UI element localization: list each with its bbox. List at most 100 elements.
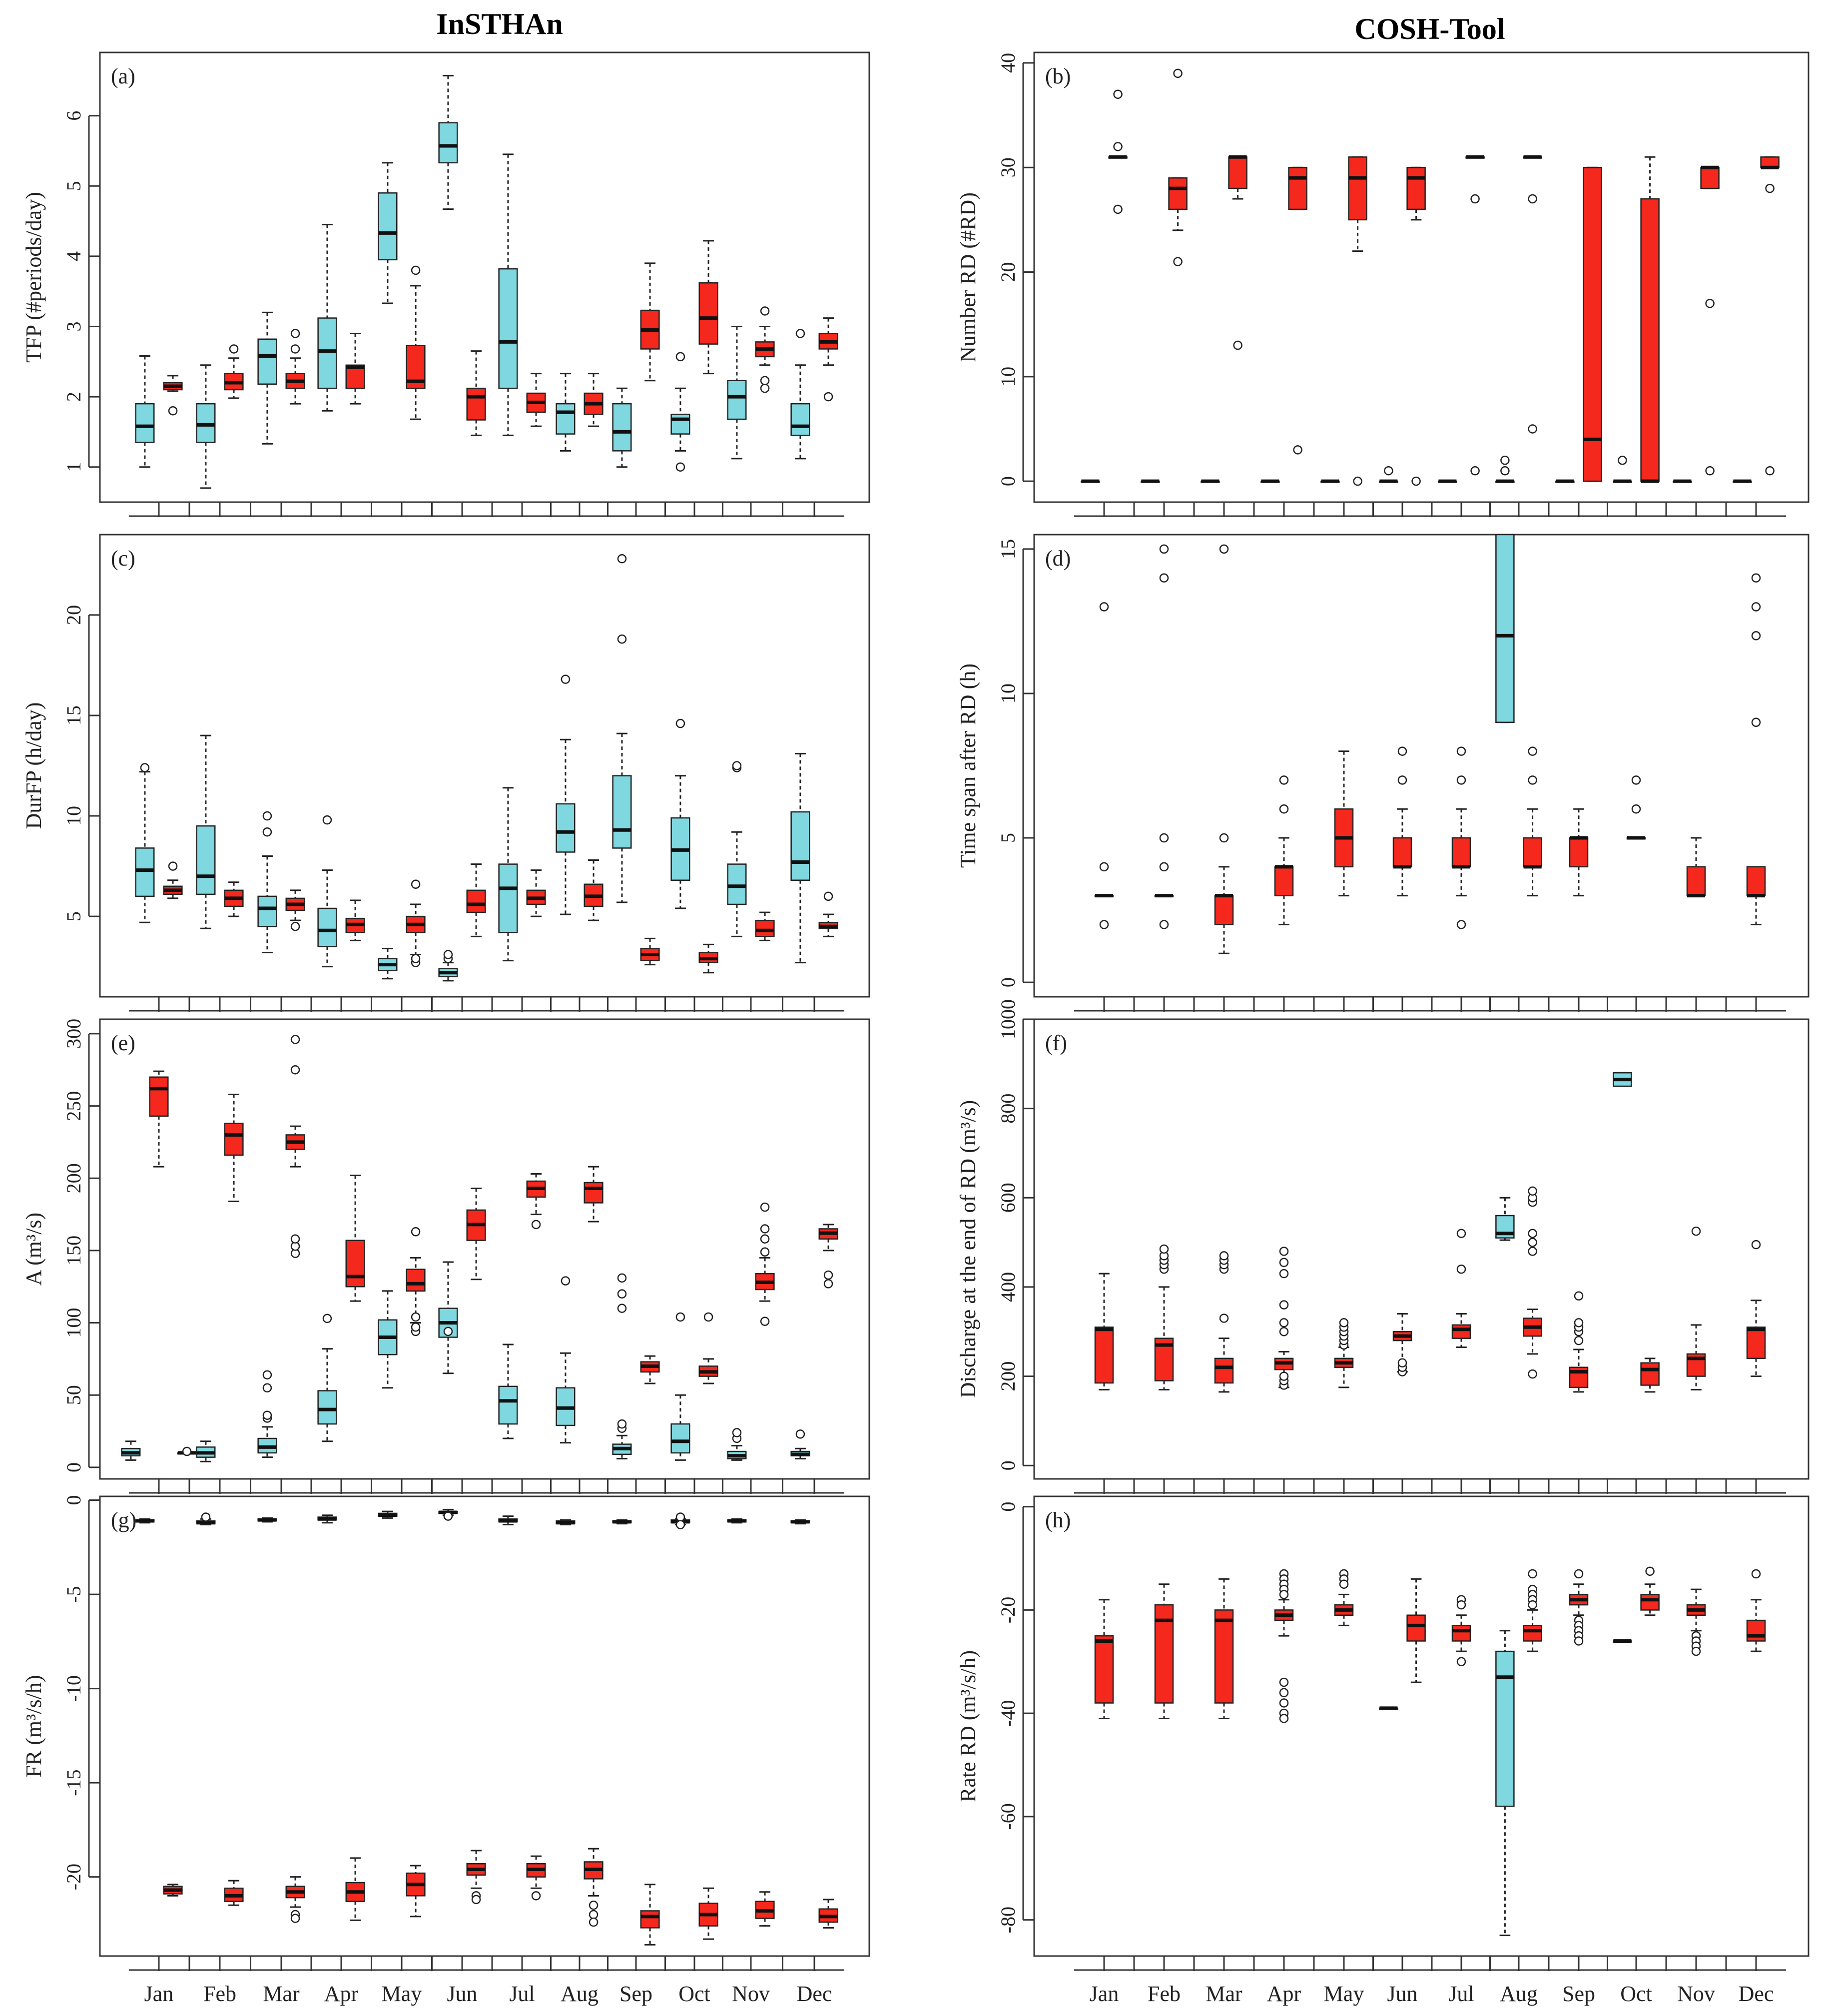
outlier-point — [1113, 142, 1123, 151]
x-month-label: Dec — [797, 1982, 832, 2006]
x-month-label: Jan — [144, 1982, 174, 2006]
box-body — [1686, 866, 1706, 896]
box-body — [438, 122, 458, 164]
box-oct-red — [698, 1312, 718, 1384]
x-month-label: May — [382, 1982, 422, 2006]
outlier-point — [675, 1512, 685, 1522]
box-jun-cyan — [1379, 1706, 1398, 1710]
y-tick-label: 150 — [62, 1236, 85, 1266]
outlier-point — [1500, 456, 1510, 465]
box-body — [1523, 837, 1542, 868]
box-body — [1348, 156, 1367, 221]
outlier-point — [1159, 544, 1169, 554]
box-sep-red — [1569, 808, 1589, 897]
outlier-point — [760, 1224, 770, 1234]
outlier-point — [1279, 1371, 1289, 1381]
y-tick-label: 300 — [62, 1019, 85, 1049]
box-apr-cyan — [317, 1314, 337, 1442]
x-month-label: Oct — [678, 1982, 710, 2006]
box-may-red — [1334, 1318, 1354, 1388]
outlier-point — [1751, 602, 1761, 612]
box-aug-cyan — [556, 1276, 576, 1444]
box-nov-red — [755, 911, 775, 941]
box-oct-red — [698, 1887, 718, 1940]
outlier-point — [1470, 194, 1480, 204]
box-body — [378, 192, 398, 261]
outlier-point — [290, 921, 300, 931]
x-month-label: Nov — [732, 1982, 770, 2006]
box-feb-cyan — [196, 364, 216, 489]
box-body — [1495, 534, 1515, 723]
x-month-label: Feb — [203, 1982, 236, 2006]
outlier-point — [823, 1279, 833, 1289]
outlier-point — [290, 344, 300, 354]
outlier-point — [1279, 1677, 1289, 1687]
box-aug-cyan — [1495, 534, 1515, 723]
box-apr-red — [345, 1857, 365, 1921]
outlier-point — [1528, 1247, 1537, 1256]
y-tick-label: 10 — [997, 683, 1019, 703]
box-apr-red — [1274, 1569, 1294, 1723]
plot-frame — [99, 1495, 870, 1957]
box-dec-red — [1746, 1569, 1766, 1652]
y-tick-label: -60 — [997, 1803, 1019, 1830]
box-body — [466, 387, 486, 421]
box-body — [1640, 1594, 1660, 1611]
outlier-point — [322, 815, 332, 825]
box-aug-cyan — [556, 1519, 576, 1526]
box-body — [1451, 1625, 1471, 1642]
outlier-point — [201, 1512, 211, 1522]
outlier-point — [1751, 573, 1761, 583]
box-dec-red — [818, 317, 838, 402]
box-sep-red — [1583, 166, 1602, 482]
box-mar-red — [285, 329, 305, 405]
box-may-cyan — [378, 162, 398, 304]
box-body — [727, 380, 747, 420]
outlier-point — [1691, 1227, 1701, 1236]
outlier-point — [1279, 1590, 1289, 1599]
panels: (a) 1 2 3 4 5 6 TFP (#periods/day) (b) 0 10 20 30 40 N… — [21, 51, 1810, 2006]
box-jan-red — [1108, 89, 1128, 214]
panel-label: (b) — [1045, 64, 1071, 88]
y-tick-label: -5 — [62, 1586, 85, 1602]
box-body — [1569, 837, 1589, 868]
box-sep-cyan — [612, 1273, 632, 1459]
box-aug-red — [584, 373, 604, 427]
box-nov-cyan — [727, 761, 747, 937]
box-body — [196, 403, 216, 443]
y-tick-label: 600 — [997, 1183, 1019, 1213]
outlier-point — [168, 406, 178, 416]
outlier-point — [262, 1410, 272, 1420]
outlier-point — [1099, 862, 1109, 872]
box-jul-red — [526, 373, 546, 427]
box-dec-cyan — [790, 1429, 810, 1459]
box-nov-cyan — [727, 1428, 747, 1461]
outlier-point — [1397, 1358, 1407, 1368]
box-body — [1094, 1635, 1114, 1704]
outlier-point — [675, 718, 685, 728]
y-axis-label: A (m³/s) — [21, 1213, 46, 1286]
box-mar-red — [1201, 479, 1220, 483]
outlier-point — [1159, 862, 1169, 872]
box-may-red — [406, 265, 426, 420]
outlier-point — [1528, 1186, 1537, 1196]
y-tick-label: 200 — [997, 1361, 1019, 1391]
outlier-point — [1528, 194, 1537, 204]
box-dec-red — [1760, 156, 1780, 476]
box-oct-red — [698, 240, 718, 375]
outlier-point — [1528, 1229, 1537, 1238]
box-jun-cyan — [438, 1508, 458, 1521]
box-jul-red — [1451, 746, 1471, 929]
outlier-point — [617, 634, 627, 644]
outlier-point — [561, 674, 571, 684]
box-nov-cyan — [727, 1518, 747, 1524]
box-body — [1700, 166, 1720, 189]
plot-frame — [1033, 51, 1810, 503]
x-month-label: Mar — [263, 1982, 300, 2006]
y-tick-label: 0 — [62, 1495, 85, 1505]
box-may-red — [1320, 479, 1340, 483]
outlier-point — [1528, 1569, 1537, 1579]
outlier-point — [443, 1327, 453, 1337]
box-body — [1640, 198, 1660, 482]
